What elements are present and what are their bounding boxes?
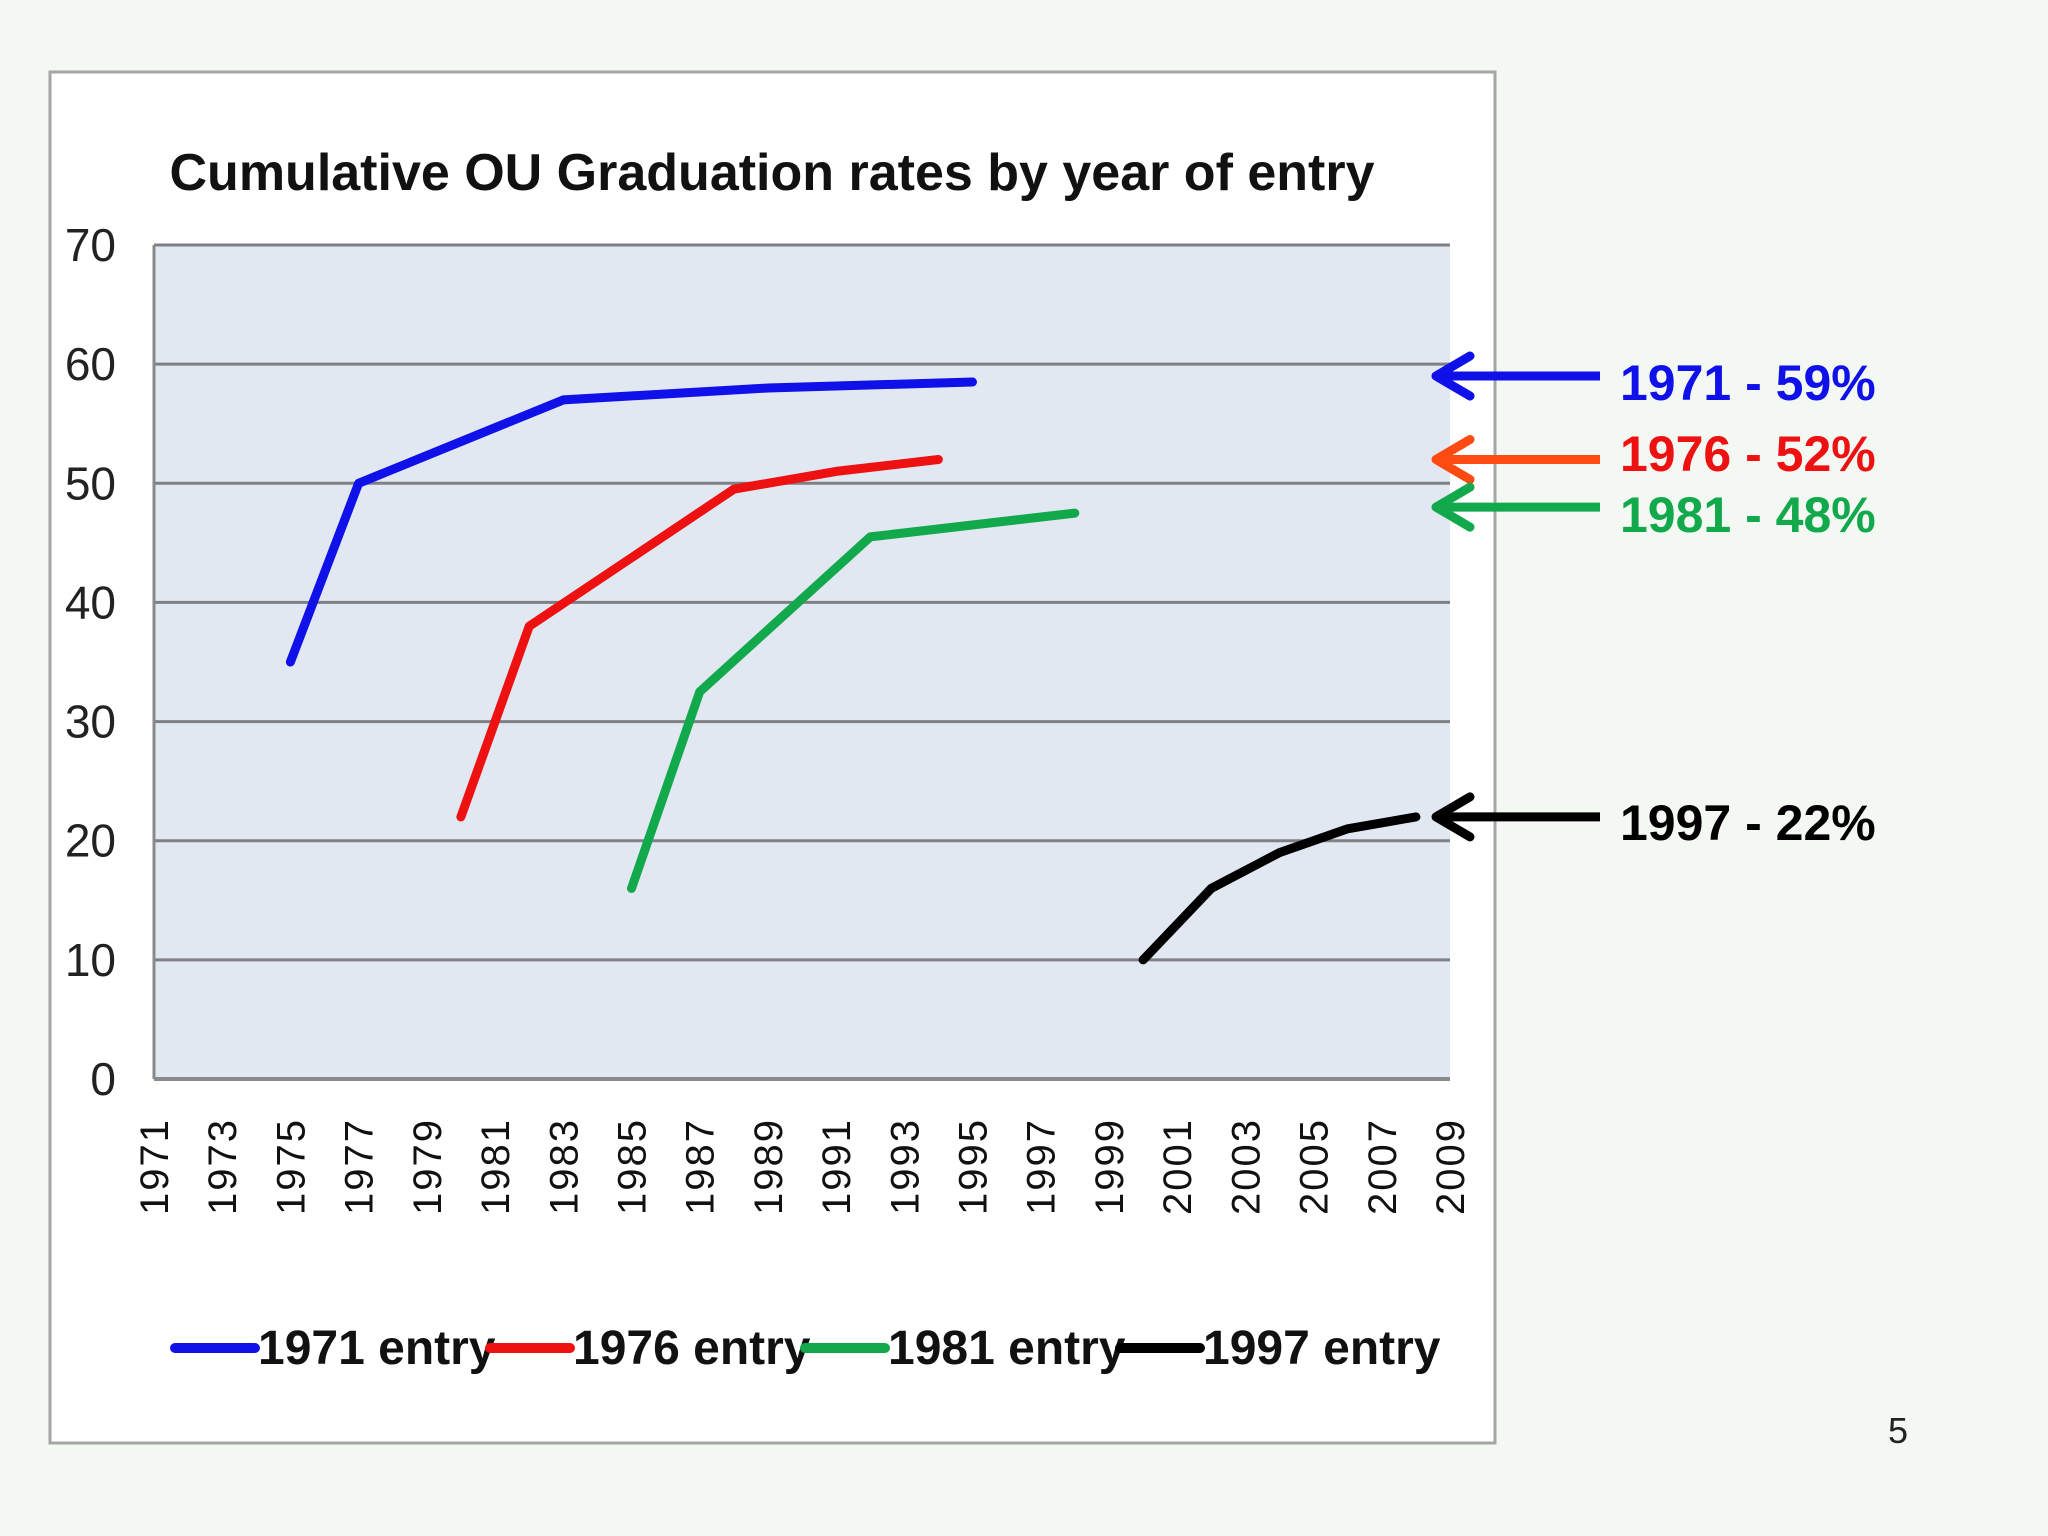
x-tick-label: 1979 (406, 1118, 450, 1215)
annotation-arrowhead (1431, 792, 1475, 842)
series-line-1981-entry (627, 508, 1080, 893)
x-tick-label: 2009 (1429, 1118, 1473, 1215)
y-tick-label: 40 (65, 576, 116, 628)
x-tick-label: 1989 (747, 1118, 791, 1215)
x-tick-label: 2001 (1156, 1118, 1200, 1215)
y-tick-label: 50 (65, 457, 116, 509)
x-tick-label: 1985 (610, 1118, 654, 1215)
series-line-1997-entry (1138, 812, 1421, 965)
legend-label: 1971 entry (258, 1322, 496, 1375)
x-tick-label: 1987 (679, 1118, 723, 1215)
x-tick-label: 2007 (1361, 1118, 1405, 1215)
x-tick-label: 2003 (1224, 1118, 1268, 1215)
legend: 1971 entry 1976 entry 1981 entry 1997 entry (170, 1322, 1441, 1375)
x-tick-label: 1991 (815, 1118, 859, 1215)
legend-label: 1997 entry (1203, 1322, 1441, 1375)
x-tick-label: 1981 (474, 1118, 518, 1215)
x-tick-label: 1997 (1020, 1118, 1064, 1215)
x-tick-label: 1993 (883, 1118, 927, 1215)
annotation-arrowhead (1431, 482, 1475, 532)
x-tick-label: 1971 (133, 1118, 177, 1215)
y-tick-label: 60 (65, 338, 116, 390)
legend-label: 1976 entry (573, 1322, 811, 1375)
series-line-1976-entry (456, 455, 943, 822)
gridlines (152, 243, 1450, 1081)
y-tick-label: 0 (90, 1053, 116, 1105)
series (285, 377, 1421, 965)
annotation-label: 1981 - 48% (1620, 487, 1876, 543)
annotation-label: 1997 - 22% (1620, 795, 1876, 851)
annotation-label: 1976 - 52% (1620, 426, 1876, 482)
y-tick-label: 70 (65, 219, 116, 271)
page-number: 5 (1888, 1410, 1909, 1451)
annotation-arrowhead (1431, 351, 1475, 401)
annotations: 1971 - 59% 1976 - 52%1981 - 48% 1997 - 22% (1431, 351, 1876, 851)
legend-label: 1981 entry (888, 1322, 1126, 1375)
y-tick-label: 30 (65, 696, 116, 748)
x-tick-label: 1975 (269, 1118, 313, 1215)
series-line-1971-entry (285, 377, 977, 667)
y-tick-label: 20 (65, 815, 116, 867)
chart-title: Cumulative OU Graduation rates by year o… (170, 144, 1375, 202)
annotation-arrowhead (1431, 434, 1475, 484)
x-tick-label: 1999 (1088, 1118, 1132, 1215)
x-tick-label: 1973 (201, 1118, 245, 1215)
y-tick-label: 10 (65, 934, 116, 986)
y-axis: 0 10 20 30 40 50 60 70 (65, 219, 116, 1105)
x-axis: 1971 1973 1975 1977 1979 1981 1983 1985 1987 1989… (133, 1118, 1473, 1215)
x-tick-label: 1977 (338, 1118, 382, 1215)
annotation-label: 1971 - 59% (1620, 355, 1876, 411)
x-tick-label: 2005 (1293, 1118, 1337, 1215)
plot-area (154, 245, 1450, 1079)
x-tick-label: 1995 (952, 1118, 996, 1215)
x-tick-label: 1983 (542, 1118, 586, 1215)
